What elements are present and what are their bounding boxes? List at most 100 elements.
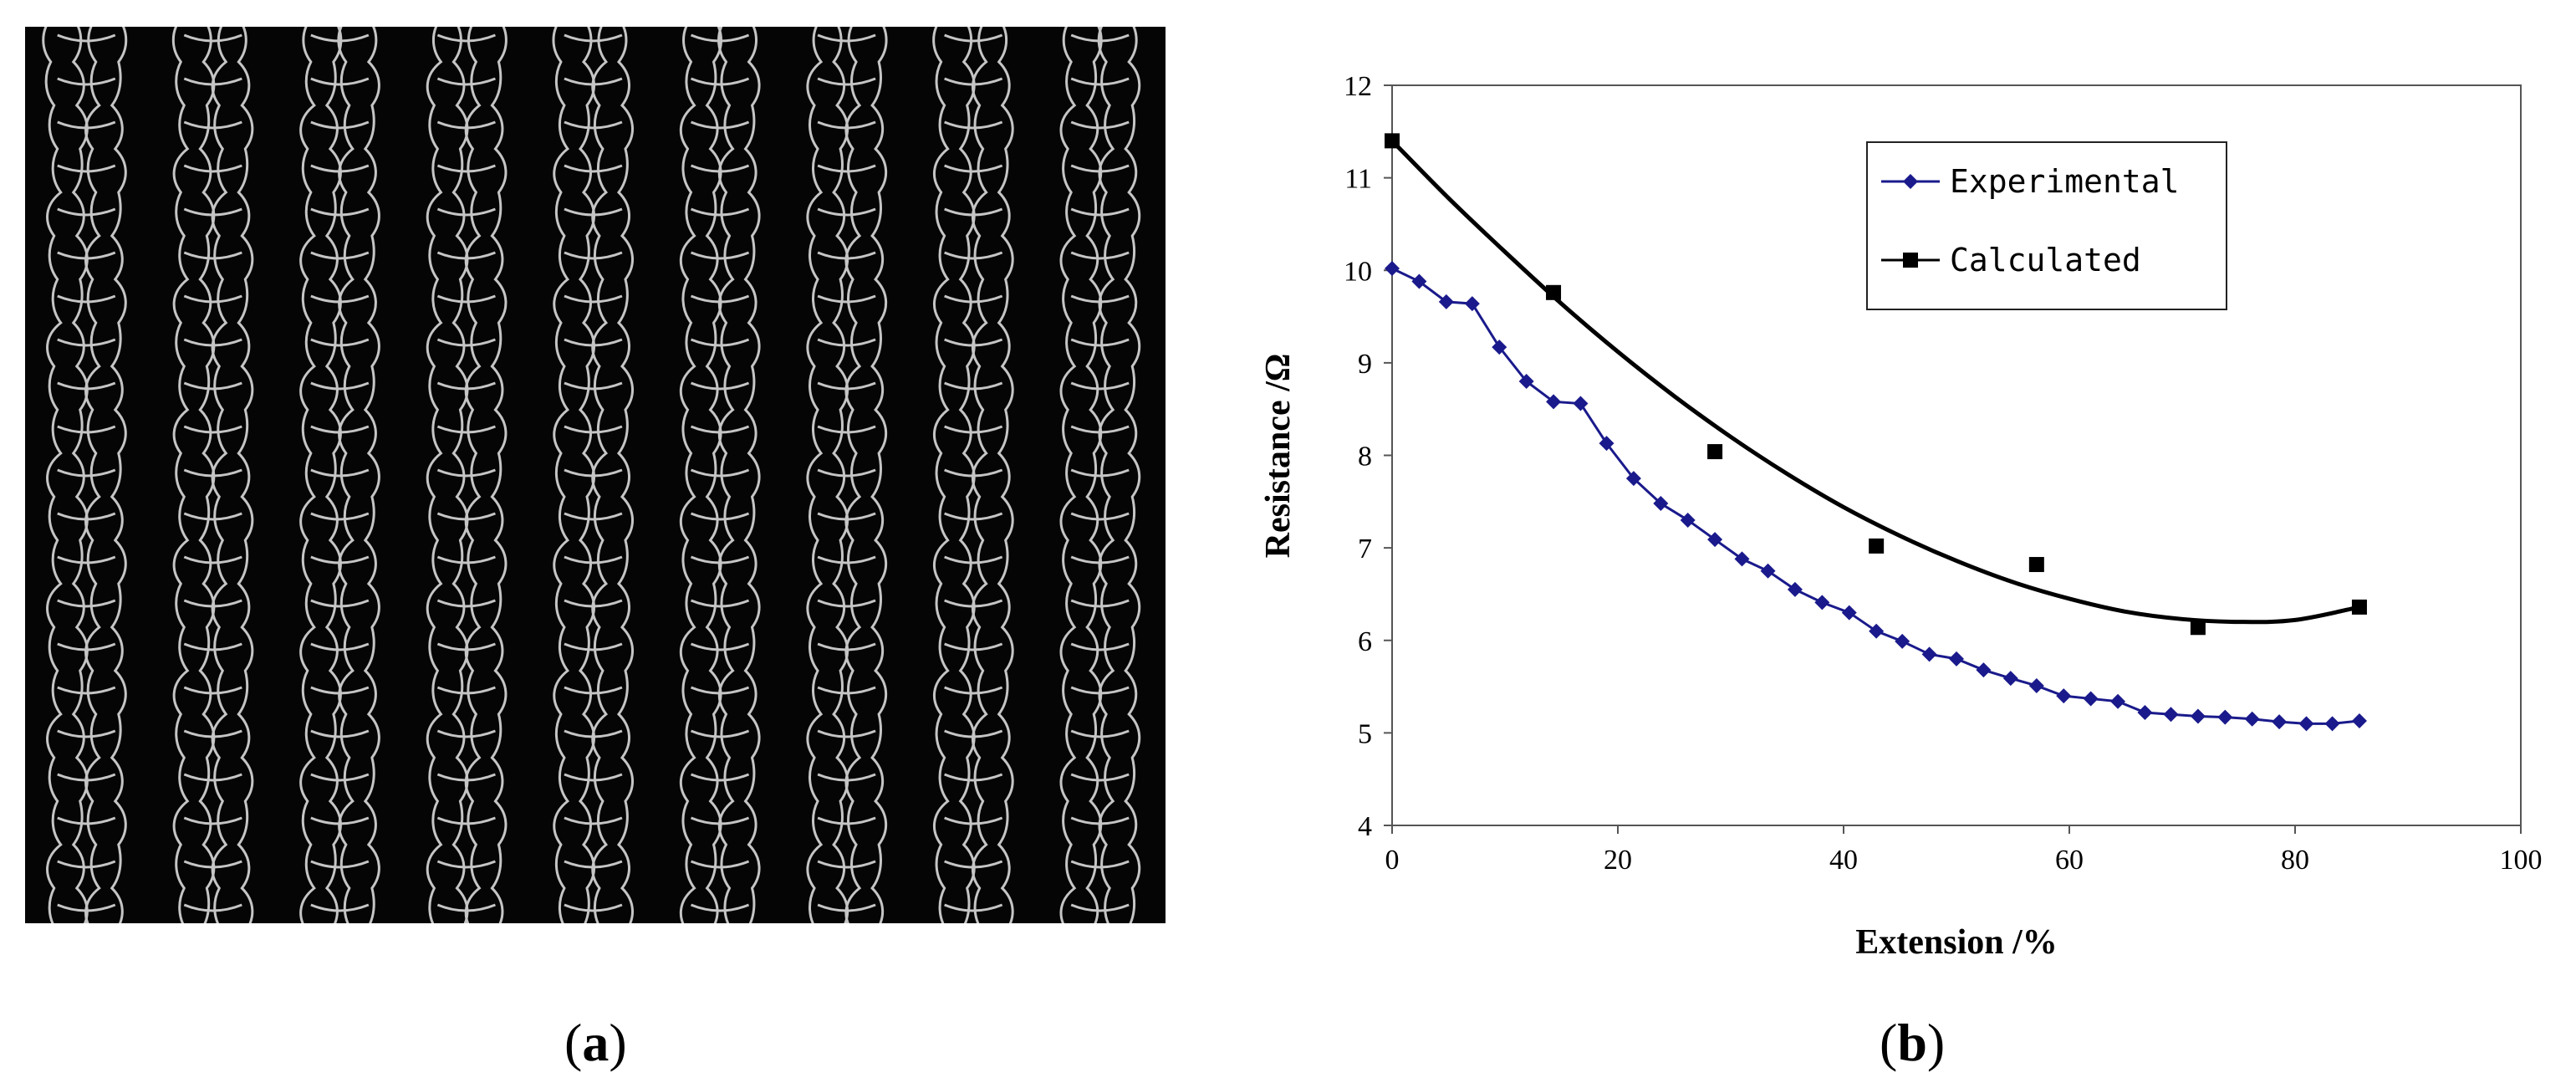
loop-connector [817, 164, 876, 173]
loop-connector [817, 599, 876, 608]
loop-connector [564, 599, 623, 608]
loop-connector [57, 381, 116, 391]
x-tick-label: 0 [1385, 845, 1400, 876]
loop-connector [436, 816, 496, 825]
loop-connector [1070, 773, 1130, 782]
loop-connector [564, 425, 623, 434]
yarn-strand [844, 27, 862, 923]
experimental-point [1921, 646, 1937, 662]
loop-connector [944, 773, 1003, 782]
loop-connector [817, 77, 876, 86]
loop-connector [310, 338, 370, 347]
experimental-point [2190, 708, 2206, 724]
yarn-strand [1059, 27, 1077, 923]
loop-connector [183, 33, 242, 43]
loop-connector [57, 555, 116, 564]
loop-connector [817, 860, 876, 869]
x-axis-label: Extension /% [1855, 923, 2058, 962]
loop-connector [690, 120, 750, 130]
loop-connector [436, 860, 496, 869]
stitch-column [552, 27, 634, 923]
loop-connector [57, 512, 116, 521]
loop-connector [564, 729, 623, 738]
loop-connector [57, 33, 116, 43]
loop-connector [944, 381, 1003, 391]
yarn-strand [198, 27, 216, 923]
loop-connector [564, 816, 623, 825]
loop-connector [817, 729, 876, 738]
loop-connector [310, 164, 370, 173]
yarn-strand [171, 27, 190, 923]
experimental-point [1438, 294, 1454, 309]
loop-connector [57, 642, 116, 651]
stitch-column [679, 27, 761, 923]
yarn-strand [958, 27, 976, 923]
loop-connector [564, 686, 623, 695]
yarn-strand [971, 27, 988, 923]
loop-connector [436, 338, 496, 347]
y-tick-label: 8 [1358, 442, 1372, 472]
loop-connector [57, 729, 116, 738]
loop-connector [690, 33, 750, 43]
experimental-point [2083, 691, 2099, 707]
loop-connector [183, 642, 242, 651]
loop-connector [57, 773, 116, 782]
loop-connector [183, 816, 242, 825]
experimental-point [1949, 651, 1964, 667]
y-axis-label: Resistance /Ω [1259, 354, 1298, 559]
loop-connector [690, 425, 750, 434]
calculated-point [1546, 284, 1562, 300]
loop-connector [944, 33, 1003, 43]
loop-connector [183, 773, 242, 782]
loop-connector [310, 686, 370, 695]
stitch-column [1059, 27, 1141, 923]
loop-connector [944, 425, 1003, 434]
loop-connector [944, 903, 1003, 912]
loop-connector [564, 860, 623, 869]
loop-connector [944, 599, 1003, 608]
loop-connector [944, 120, 1003, 130]
yarn-strand [337, 27, 355, 923]
loop-connector [436, 686, 496, 695]
loop-connector [436, 555, 496, 564]
yarn-strand [42, 27, 63, 923]
loop-connector [183, 77, 242, 86]
loop-connector [1070, 207, 1130, 217]
loop-connector [436, 381, 496, 391]
loop-connector [310, 77, 370, 86]
legend-label-calculated: Calculated [1950, 242, 2141, 278]
calculated-point [1707, 444, 1723, 460]
loop-connector [944, 816, 1003, 825]
loop-connector [310, 860, 370, 869]
loop-connector [183, 599, 242, 608]
loop-connector [57, 860, 116, 869]
y-tick-label: 4 [1358, 811, 1372, 842]
yarn-strand [490, 27, 508, 923]
loop-connector [1070, 816, 1130, 825]
yarn-strand [84, 27, 101, 923]
loop-connector [944, 729, 1003, 738]
loop-connector [690, 77, 750, 86]
loop-connector [564, 338, 623, 347]
loop-connector [183, 207, 242, 217]
yarn-strand [1097, 27, 1115, 923]
loop-connector [564, 381, 623, 391]
loop-connector [1070, 77, 1130, 86]
loop-connector [183, 860, 242, 869]
loop-connector [1070, 33, 1130, 43]
axis-ticks: 0 20 40 60 80 100 4 5 6 7 8 9 10 11 12 [1344, 71, 2543, 876]
loop-connector [436, 773, 496, 782]
loop-connector [944, 251, 1003, 260]
loop-connector [690, 599, 750, 608]
loop-connector [817, 816, 876, 825]
loop-connector [690, 642, 750, 651]
stitch-column [299, 27, 380, 923]
yarn-strand [211, 27, 228, 923]
yarn-strand [997, 27, 1014, 923]
yarn-strand [237, 27, 254, 923]
loop-connector [183, 512, 242, 521]
experimental-series-line [1391, 267, 2360, 725]
loop-connector [690, 860, 750, 869]
loop-connector [690, 555, 750, 564]
loop-connector [183, 686, 242, 695]
